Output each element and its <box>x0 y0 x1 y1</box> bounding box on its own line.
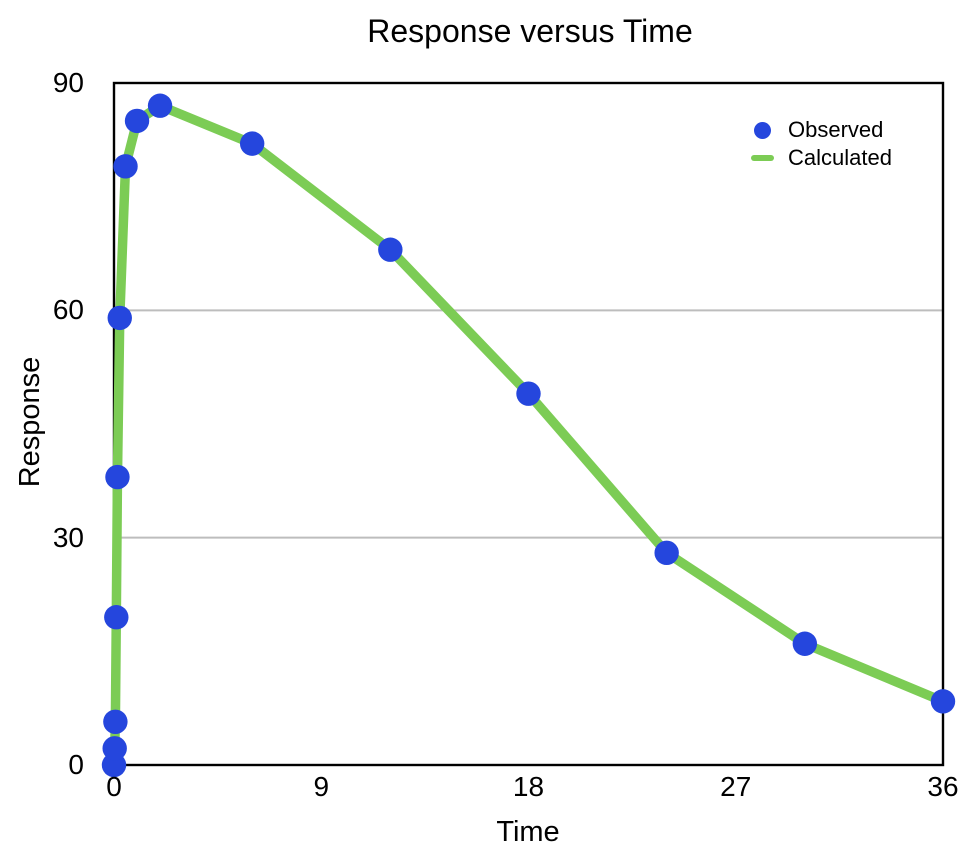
x-axis-label: Time <box>496 816 560 848</box>
legend: Observed Calculated <box>744 116 892 172</box>
x-tick-label: 18 <box>512 771 545 802</box>
x-tick-label: 9 <box>313 771 330 802</box>
legend-label-observed: Observed <box>788 117 884 142</box>
observed-point <box>124 108 150 134</box>
calculated-curve <box>109 100 948 770</box>
observed-point <box>104 605 129 630</box>
chart-title: Response versus Time <box>367 13 693 49</box>
x-tick-label: 36 <box>927 771 959 802</box>
observed-point <box>102 736 127 761</box>
observed-point <box>378 237 403 262</box>
legend-marker-cell <box>744 155 780 161</box>
observed-point <box>113 154 138 179</box>
y-tick-label: 90 <box>52 67 84 98</box>
y-tick-label: 0 <box>68 749 84 780</box>
x-tick-label: 27 <box>720 771 752 802</box>
y-tick-label: 30 <box>52 521 84 553</box>
legend-item-observed: Observed <box>744 116 892 144</box>
legend-item-calculated: Calculated <box>744 144 892 172</box>
observed-point <box>147 93 173 118</box>
x-tick-label: 0 <box>106 771 122 802</box>
observed-point <box>239 131 265 156</box>
calculated-marker-icon <box>750 155 774 161</box>
observed-point <box>654 540 679 566</box>
observed-marker-icon <box>753 121 771 139</box>
observed-point <box>103 709 128 735</box>
axis-frame <box>112 81 945 767</box>
observed-point <box>930 689 956 714</box>
legend-marker-cell <box>744 121 780 139</box>
observed-point <box>107 305 132 331</box>
y-tick-label: 60 <box>52 294 84 326</box>
observed-point <box>516 381 541 406</box>
observed-point <box>792 631 818 656</box>
legend-label-calculated: Calculated <box>788 145 892 170</box>
observed-point <box>105 464 130 490</box>
